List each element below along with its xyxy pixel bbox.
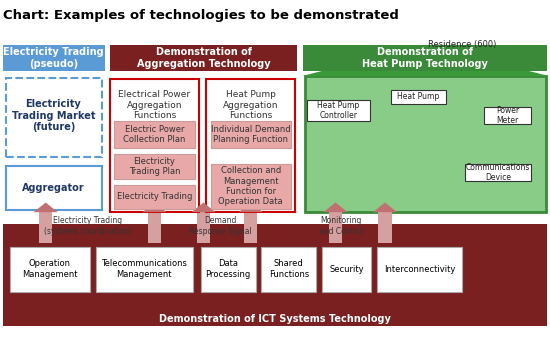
Bar bbox=[114, 154, 195, 179]
Bar bbox=[6, 166, 102, 210]
Text: Demand
Response Signal: Demand Response Signal bbox=[189, 216, 251, 236]
Bar bbox=[378, 212, 392, 243]
Polygon shape bbox=[142, 203, 167, 212]
Bar bbox=[96, 247, 192, 292]
Text: Electricity Trading
(systems coordination): Electricity Trading (systems coordinatio… bbox=[44, 216, 132, 236]
Bar bbox=[148, 212, 161, 243]
Text: Heat Pump
Controller: Heat Pump Controller bbox=[317, 101, 360, 120]
Bar bbox=[377, 247, 462, 292]
Text: Operation
Management: Operation Management bbox=[22, 259, 78, 279]
Text: Monitoring
and Control: Monitoring and Control bbox=[319, 216, 364, 236]
Bar bbox=[197, 212, 210, 243]
Text: Power
Meter: Power Meter bbox=[496, 106, 519, 125]
Bar bbox=[110, 79, 199, 212]
Text: Shared
Functions: Shared Functions bbox=[268, 259, 309, 279]
Text: Demonstration of
Aggregation Technology: Demonstration of Aggregation Technology bbox=[137, 47, 270, 69]
Bar bbox=[3, 224, 547, 326]
Bar bbox=[322, 247, 371, 292]
Bar bbox=[244, 212, 257, 243]
Bar bbox=[114, 185, 195, 209]
Text: Demonstration of ICT Systems Technology: Demonstration of ICT Systems Technology bbox=[159, 314, 391, 324]
Text: Security: Security bbox=[329, 265, 364, 274]
Bar bbox=[261, 247, 316, 292]
Text: Aggregator: Aggregator bbox=[22, 183, 85, 193]
Text: Heat Pump
Aggregation
Functions: Heat Pump Aggregation Functions bbox=[223, 90, 278, 120]
Text: Chart: Examples of technologies to be demonstrated: Chart: Examples of technologies to be de… bbox=[3, 9, 399, 22]
Text: Data
Processing: Data Processing bbox=[206, 259, 251, 279]
Bar bbox=[390, 90, 446, 104]
Text: Demonstration of
Heat Pump Technology: Demonstration of Heat Pump Technology bbox=[362, 47, 488, 69]
Polygon shape bbox=[191, 203, 216, 212]
Bar bbox=[110, 45, 297, 71]
Bar bbox=[10, 247, 90, 292]
Text: Interconnectivity: Interconnectivity bbox=[384, 265, 455, 274]
Text: Electric Power
Collection Plan: Electric Power Collection Plan bbox=[123, 125, 186, 144]
Polygon shape bbox=[373, 203, 397, 212]
Polygon shape bbox=[34, 203, 58, 212]
Text: Electricity
Trading Market
(future): Electricity Trading Market (future) bbox=[12, 99, 95, 132]
Text: Communications
Device: Communications Device bbox=[465, 163, 530, 182]
Bar bbox=[206, 79, 295, 212]
Bar bbox=[211, 121, 291, 148]
Text: Telecommunications
Management: Telecommunications Management bbox=[101, 259, 188, 279]
Bar bbox=[39, 212, 52, 243]
Bar bbox=[307, 100, 370, 121]
Text: Electricity Trading
(pseudo): Electricity Trading (pseudo) bbox=[3, 47, 104, 69]
Polygon shape bbox=[302, 45, 548, 76]
Polygon shape bbox=[239, 203, 263, 212]
Text: Individual Demand
Planning Function: Individual Demand Planning Function bbox=[211, 125, 290, 144]
Text: Electrical Power
Aggregation
Functions: Electrical Power Aggregation Functions bbox=[118, 90, 191, 120]
Bar bbox=[302, 45, 547, 71]
Text: Heat Pump: Heat Pump bbox=[397, 92, 439, 101]
Text: Residence (600): Residence (600) bbox=[428, 40, 496, 49]
Bar bbox=[484, 107, 531, 124]
Bar bbox=[329, 212, 342, 243]
Polygon shape bbox=[323, 203, 348, 212]
Bar bbox=[3, 45, 104, 71]
Bar bbox=[201, 247, 256, 292]
Bar bbox=[211, 164, 291, 209]
Bar bbox=[114, 121, 195, 148]
Bar bbox=[6, 78, 102, 157]
Bar bbox=[305, 76, 546, 212]
Bar bbox=[465, 164, 531, 181]
Text: Collection and
Management
Function for
Operation Data: Collection and Management Function for O… bbox=[218, 166, 283, 206]
Text: Electricity Trading: Electricity Trading bbox=[117, 192, 192, 201]
Text: Electricity
Trading Plan: Electricity Trading Plan bbox=[129, 157, 180, 176]
